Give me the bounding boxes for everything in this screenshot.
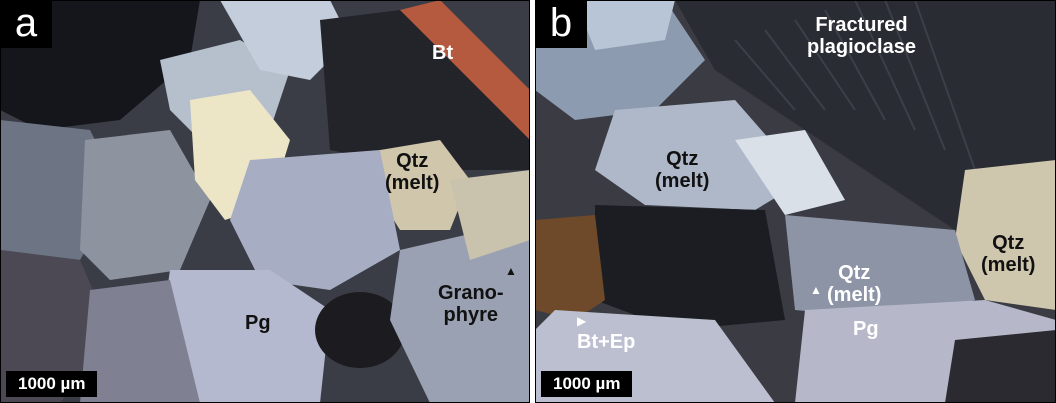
scale-bar-a: 1000 µm	[6, 371, 98, 397]
label-qtz-melt-b2: Qtz (melt)	[827, 262, 881, 306]
label-qtz-b3-line2: (melt)	[981, 254, 1036, 276]
label-bt: Bt	[432, 42, 454, 64]
label-pg-a: Pg	[245, 312, 271, 334]
arrow-marker-bt-ep: ▶	[577, 314, 587, 328]
label-qtz-b2-line1: Qtz	[838, 262, 871, 284]
micrograph-panel-b: b Fractured plagioclase Qtz (melt) Qtz (…	[535, 0, 1056, 403]
scale-bar-b: 1000 µm	[541, 371, 633, 397]
arrow-marker-granophyre: ▲	[505, 264, 517, 278]
label-bt-ep: Bt+Ep	[577, 331, 636, 353]
panel-letter-a: a	[0, 0, 52, 48]
arrow-marker-qtz-melt: ▲	[810, 283, 822, 297]
label-fractured-line1: Fractured	[815, 14, 908, 36]
label-qtz-melt-b1: Qtz (melt)	[655, 148, 709, 192]
label-qtz-b1-line1: Qtz	[666, 148, 699, 170]
label-granophyre-line1: Grano-	[438, 282, 504, 304]
micrograph-b-image	[535, 0, 1056, 403]
label-pg-b: Pg	[853, 318, 879, 340]
micrograph-panel-a: a Bt Qtz (melt) ▲ Grano- phyre Pg 1000 µ…	[0, 0, 530, 403]
label-qtz-a-line1: Qtz	[396, 150, 429, 172]
label-qtz-b1-line2: (melt)	[655, 170, 710, 192]
label-granophyre-line2: phyre	[443, 304, 499, 326]
label-fractured-line2: plagioclase	[807, 36, 916, 58]
label-qtz-melt-a: Qtz (melt)	[385, 150, 439, 194]
micrograph-a-image	[0, 0, 530, 403]
label-granophyre: Grano- phyre	[438, 282, 504, 326]
label-qtz-melt-b3: Qtz (melt)	[981, 232, 1035, 276]
label-fractured-plagioclase: Fractured plagioclase	[807, 14, 916, 58]
label-qtz-b3-line1: Qtz	[992, 232, 1025, 254]
label-qtz-a-line2: (melt)	[385, 172, 440, 194]
panel-letter-b: b	[535, 0, 587, 48]
label-qtz-b2-line2: (melt)	[827, 284, 882, 306]
